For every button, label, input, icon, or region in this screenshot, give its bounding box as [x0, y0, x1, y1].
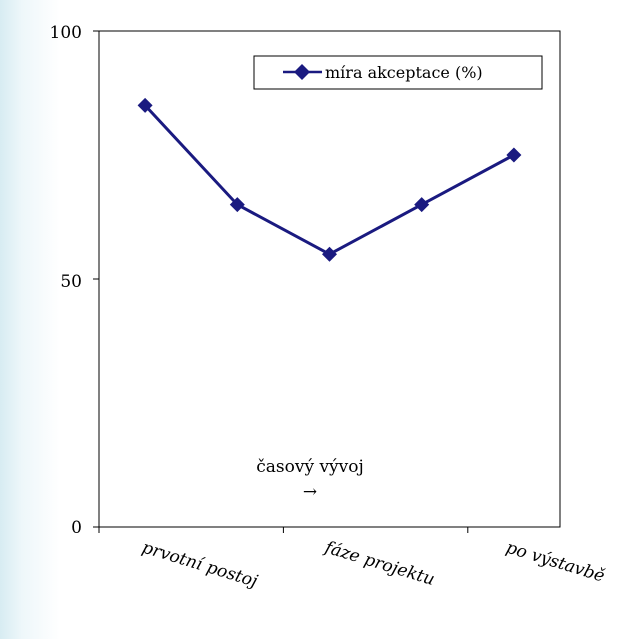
y-tick-label-0: 0	[71, 518, 82, 538]
x-tick-label-prvotni-postoj: prvotní postoj	[140, 538, 261, 592]
x-tick-label-po-vystavbe: po výstavbě	[504, 538, 607, 587]
legend: míra akceptace (%)	[253, 55, 543, 90]
data-point-2	[229, 197, 245, 213]
data-point-4	[414, 197, 430, 213]
plot-frame	[98, 30, 561, 528]
y-tick-label-50: 50	[60, 272, 82, 292]
x-tick-label-faze-projektu: fáze projektu	[321, 537, 437, 590]
y-axis: 0 50 100	[50, 23, 99, 538]
data-point-1	[137, 97, 153, 113]
annotation-arrow: →	[303, 482, 317, 502]
x-tick-labels: prvotní postoj fáze projektu po výstavbě	[140, 537, 607, 592]
data-point-5	[506, 147, 522, 163]
series-acceptance-rate	[137, 97, 522, 262]
legend-marker	[294, 64, 310, 80]
annotation-text: časový vývoj	[256, 457, 364, 477]
series-line	[144, 104, 515, 256]
annotation: časový vývoj →	[256, 457, 364, 502]
legend-label: míra akceptace (%)	[325, 63, 483, 82]
x-axis	[98, 527, 469, 533]
y-tick-label-100: 100	[50, 23, 82, 43]
plot-border	[98, 30, 561, 528]
data-point-3	[322, 246, 337, 262]
